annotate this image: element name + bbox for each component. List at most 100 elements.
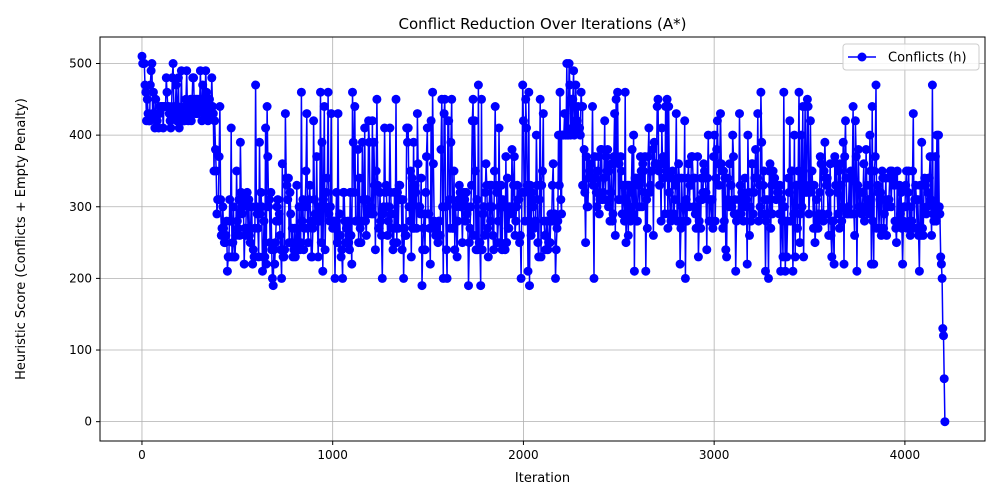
data-point [934,202,944,212]
data-point [712,145,722,154]
data-point [424,209,434,219]
data-point [261,123,271,133]
data-point [514,195,524,205]
data-point [368,209,378,219]
data-point [767,209,777,219]
data-point [550,209,560,219]
data-point [624,180,634,190]
data-point [466,202,476,212]
data-point [141,87,151,97]
data-point [226,216,235,226]
x-tick-label: 2000 [508,448,539,462]
data-point [578,180,588,190]
data-point [290,252,300,262]
data-point [703,173,712,183]
data-point [259,216,269,226]
data-point [470,116,480,126]
data-point [554,180,564,190]
data-point [627,145,637,154]
data-point [799,252,809,262]
data-point [809,180,819,190]
data-point [292,180,302,190]
data-point [528,195,538,205]
data-point [780,266,790,276]
data-point [296,238,306,248]
data-point [934,130,943,140]
data-point [793,166,803,176]
data-point [392,238,402,248]
data-point [621,238,631,248]
data-point [850,230,860,240]
data-point [309,116,319,126]
data-point [535,94,545,104]
data-point [357,137,367,147]
data-point [538,109,548,119]
data-point [829,259,839,269]
data-point [496,180,506,190]
data-point [927,230,937,240]
data-point [599,173,609,183]
data-point [166,123,176,133]
data-point [338,273,348,283]
data-point [884,195,894,205]
data-point [245,238,255,248]
data-point [531,130,541,140]
data-point [244,195,254,205]
data-point [751,145,761,154]
data-series [137,51,950,427]
data-point [655,180,664,190]
data-point [305,180,315,190]
y-tick-label: 0 [84,415,92,429]
data-point [478,209,488,219]
data-point [483,252,493,262]
data-point [373,180,383,190]
data-point [332,187,341,197]
x-tick-label: 1000 [317,448,348,462]
data-point [784,187,794,197]
data-point [162,87,172,97]
data-point [876,187,885,197]
data-point [488,230,498,240]
data-point [174,123,184,133]
data-point [366,202,376,212]
x-tick-label: 3000 [699,448,730,462]
data-point [735,109,744,119]
data-point [526,230,536,240]
data-point [637,202,647,212]
data-point [789,209,799,219]
data-point [411,187,421,197]
data-point [154,109,164,119]
y-tick-label: 200 [69,271,92,285]
data-point [263,152,273,162]
data-point [447,94,457,104]
data-point [355,223,365,233]
data-point [533,238,543,248]
data-point [607,159,616,169]
y-tick-label: 500 [69,57,92,71]
data-point [664,102,674,111]
data-point [756,87,766,97]
data-point [272,202,282,212]
data-point [902,223,912,233]
data-point [465,223,475,233]
data-point [774,209,784,219]
data-point [607,216,617,226]
data-point [629,266,639,276]
data-point [822,173,832,183]
data-point [853,145,863,154]
data-point [270,259,280,269]
data-point [936,252,946,262]
data-point [709,152,719,162]
data-point [581,238,591,248]
data-point [312,152,322,162]
data-point [812,195,821,205]
data-point [568,94,578,104]
data-point [667,173,677,183]
data-point [171,80,181,90]
data-point [680,273,690,283]
data-point [859,159,869,169]
data-point [422,152,431,162]
data-point [591,187,601,197]
data-point [226,123,236,133]
data-point [584,166,594,176]
